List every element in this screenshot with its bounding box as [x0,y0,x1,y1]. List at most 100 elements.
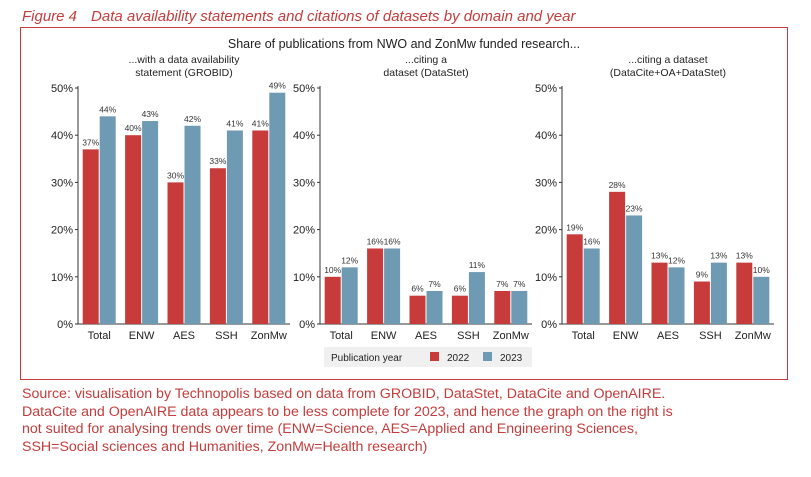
panel3-label-aes-2022: 13% [651,251,668,261]
panel1-label-total-2023: 44% [99,104,116,114]
legend-box [324,347,532,367]
panel1-ytick-label: 0% [57,319,73,331]
panel2-label-ssh-2023: 11% [469,260,486,270]
panel3-label-zonmw-2022: 13% [736,251,753,261]
panel2-title-line2: dataset (DataStet) [383,67,468,79]
panel1-xtick-zonmw: ZonMw [251,330,287,342]
panel1-label-total-2022: 37% [82,137,99,147]
panel1-bar-total-2023 [99,116,116,324]
panel1-label-enw-2022: 40% [125,123,142,133]
panel1-label-ssh-2023: 41% [226,118,243,128]
panel2-bar-enw-2023 [384,248,401,324]
panel3-bar-total-2022 [566,234,583,324]
caption-line: not suited for analysing trends over tim… [22,421,638,437]
panel1-xtick-enw: ENW [129,330,155,342]
panel3-label-enw-2022: 28% [609,180,626,190]
panel3-ytick-label: 50% [535,83,557,95]
panel1-label-zonmw-2022: 41% [252,118,269,128]
panel3-bar-enw-2023 [626,215,643,324]
panel1-xtick-aes: AES [173,330,195,342]
panel1-bar-aes-2023 [184,125,201,324]
figure-number: Figure 4 [22,8,78,25]
panel1-label-enw-2023: 43% [142,109,159,119]
panel2-xtick-total: Total [330,330,353,342]
panel2-xtick-ssh: SSH [457,330,480,342]
panel2-ytick-label: 10% [293,272,315,284]
panel3-label-aes-2023: 12% [668,255,685,265]
panel2-ytick-label: 0% [299,319,315,331]
panel3-ytick-label: 30% [535,177,557,189]
panel3-ytick-label: 10% [535,272,557,284]
panel1-bar-ssh-2023 [226,130,243,324]
panel2-bar-aes-2022 [409,295,426,324]
panel1-title-line2: statement (GROBID) [135,67,232,79]
panel2-label-enw-2022: 16% [367,236,384,246]
panel2-label-aes-2022: 6% [411,284,424,294]
panel3-ytick-label: 20% [535,225,557,237]
panel3-bar-zonmw-2023 [753,276,770,324]
panel3-bar-aes-2022 [651,262,668,324]
legend-label-2023: 2023 [500,353,523,364]
panel2-label-zonmw-2023: 7% [513,279,526,289]
panel2-label-enw-2023: 16% [384,236,401,246]
panel3-label-ssh-2023: 13% [710,251,727,261]
chart-suptitle: Share of publications from NWO and ZonMw… [228,37,580,51]
panel1-xtick-ssh: SSH [215,330,238,342]
panel1-ytick-label: 40% [51,130,73,142]
chart-legend: Publication year 2022 2023 [324,347,532,367]
panel2-bar-zonmw-2023 [511,290,528,324]
panel1-label-aes-2023: 42% [184,114,201,124]
panel1-bar-total-2022 [82,149,99,324]
panel1-ytick-label: 30% [51,177,73,189]
panel1-bar-enw-2023 [142,121,159,324]
caption-line: SSH=Social sciences and Humanities, ZonM… [22,438,428,455]
panel3-bar-aes-2023 [668,267,685,324]
legend-title: Publication year [331,353,403,364]
panel1-label-zonmw-2023: 49% [269,81,286,91]
panel2-label-total-2022: 10% [324,265,341,275]
legend-swatch-2022 [430,352,439,361]
panel3-xtick-zonmw: ZonMw [735,330,771,342]
panel2-label-zonmw-2022: 7% [496,279,509,289]
panel3-title-line2: (DataCite+OA+DataStet) [610,67,726,79]
panel3-bar-ssh-2023 [710,262,727,324]
caption-line: Source: visualisation by Technopolis bas… [22,386,666,402]
legend-swatch-2023 [483,352,492,361]
panel1-title-line1: ...with a data availability [129,54,241,66]
panel3-xtick-total: Total [572,330,595,342]
legend-label-2022: 2022 [447,353,470,364]
panel3-label-total-2022: 19% [566,222,583,232]
figure-caption: Source: visualisation by Technopolis bas… [22,386,790,456]
panel1-bar-enw-2022 [125,135,142,324]
panel1-label-ssh-2022: 33% [209,156,226,166]
panel1-bar-zonmw-2023 [269,92,286,324]
figure-title: Figure 4 Data availability statements and… [22,8,575,25]
panel3-xtick-aes: AES [657,330,679,342]
panel3-xtick-ssh: SSH [699,330,722,342]
panel1-ytick-label: 50% [51,83,73,95]
panel2-title-line1: ...citing a [405,54,447,66]
panel2-bar-enw-2022 [367,248,384,324]
panel1-xtick-total: Total [88,330,111,342]
panel1-ytick-label: 20% [51,225,73,237]
panel3-bar-zonmw-2022 [736,262,753,324]
figure-title-text: Data availability statements and citatio… [91,8,576,25]
panel2-bar-ssh-2022 [451,295,468,324]
chart-frame [20,27,788,380]
panel1-bar-aes-2022 [167,182,184,324]
panel3-label-zonmw-2023: 10% [753,265,770,275]
panel2-xtick-enw: ENW [371,330,397,342]
panel2-bar-total-2022 [324,276,341,324]
panel3-ytick-label: 40% [535,130,557,142]
panel3-label-total-2023: 16% [583,236,600,246]
panel2-bar-ssh-2023 [468,272,485,324]
panel2-ytick-label: 20% [293,225,315,237]
panel2-ytick-label: 40% [293,130,315,142]
panel2-bar-total-2023 [341,267,358,324]
panel2-xtick-zonmw: ZonMw [493,330,529,342]
chart-svg: Share of publications from NWO and ZonMw… [51,37,774,367]
panel1-bar-ssh-2022 [209,168,226,324]
panel3-ytick-label: 0% [541,319,557,331]
panel3-label-ssh-2022: 9% [696,270,709,280]
panel3-label-enw-2023: 23% [626,203,643,213]
